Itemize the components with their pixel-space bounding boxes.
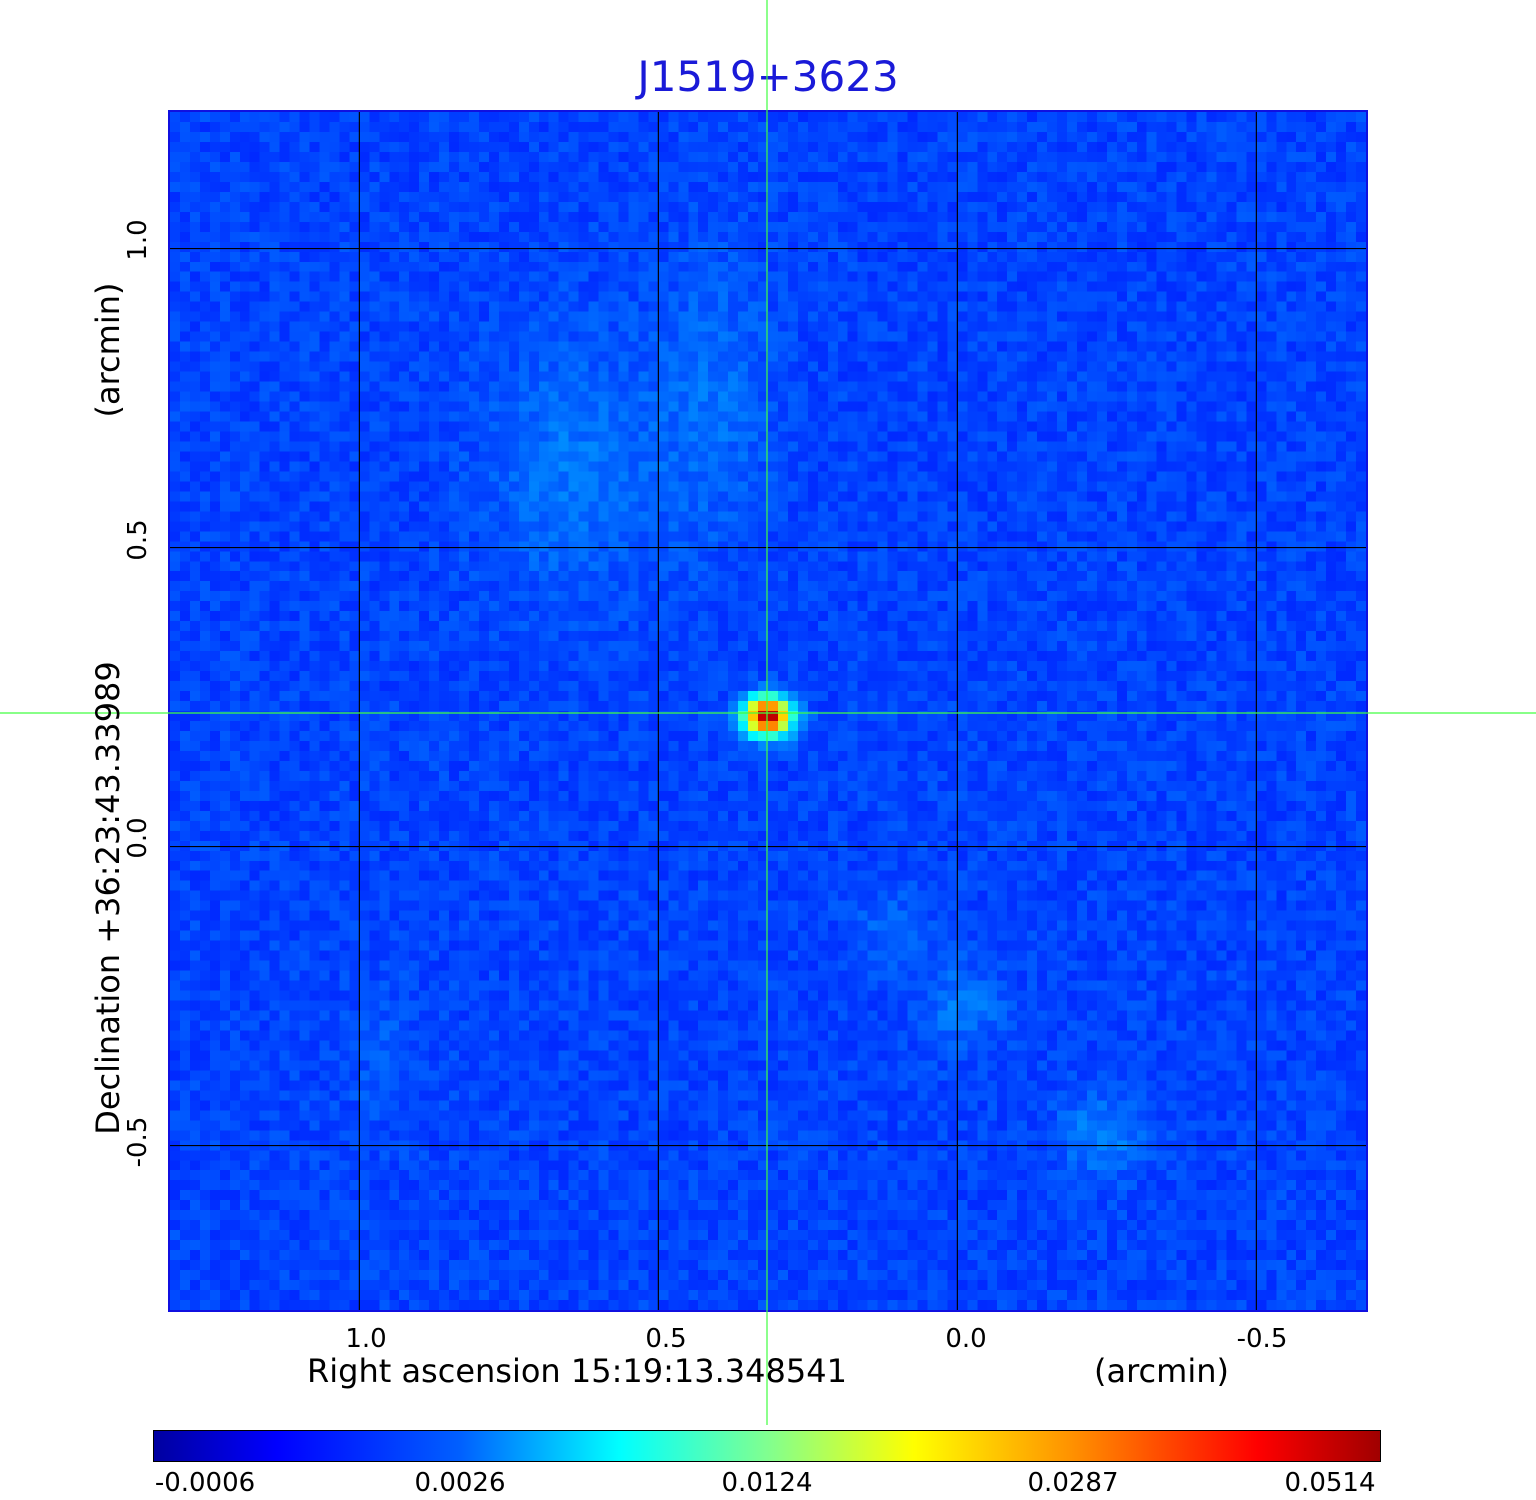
y-axis-unit: (arcmin) [89,282,127,418]
colorbar-tick-label: 0.0287 [1027,1468,1119,1498]
y-tick-label: 1.0 [123,219,153,261]
colorbar-tick-label: 0.0026 [414,1468,506,1498]
colorbar-tick-label: 0.0514 [1284,1468,1376,1498]
radio-map-canvas[interactable] [170,112,1366,1310]
x-axis-unit: (arcmin) [1094,1352,1229,1390]
coordinate-grid [170,112,1366,1310]
y-axis-label: Declination +36:23:43.33989 [89,661,127,1135]
y-tick-label: -0.5 [123,1116,153,1168]
x-tick-label: -0.5 [1236,1324,1288,1354]
x-axis-label: Right ascension 15:19:13.348541 [307,1352,847,1390]
y-tick-label: 0.5 [123,519,153,561]
x-tick-label: 1.0 [345,1324,387,1354]
x-tick-label: 0.0 [945,1324,987,1354]
sky-image-panel[interactable] [168,110,1368,1312]
colorbar[interactable] [153,1430,1381,1462]
image-title: J1519+3623 [637,52,899,101]
x-tick-label: 0.5 [645,1324,687,1354]
colorbar-tick-label: 0.0124 [721,1468,813,1498]
colorbar-tick-label: -0.0006 [154,1468,256,1498]
y-tick-label: 0.0 [123,817,153,859]
